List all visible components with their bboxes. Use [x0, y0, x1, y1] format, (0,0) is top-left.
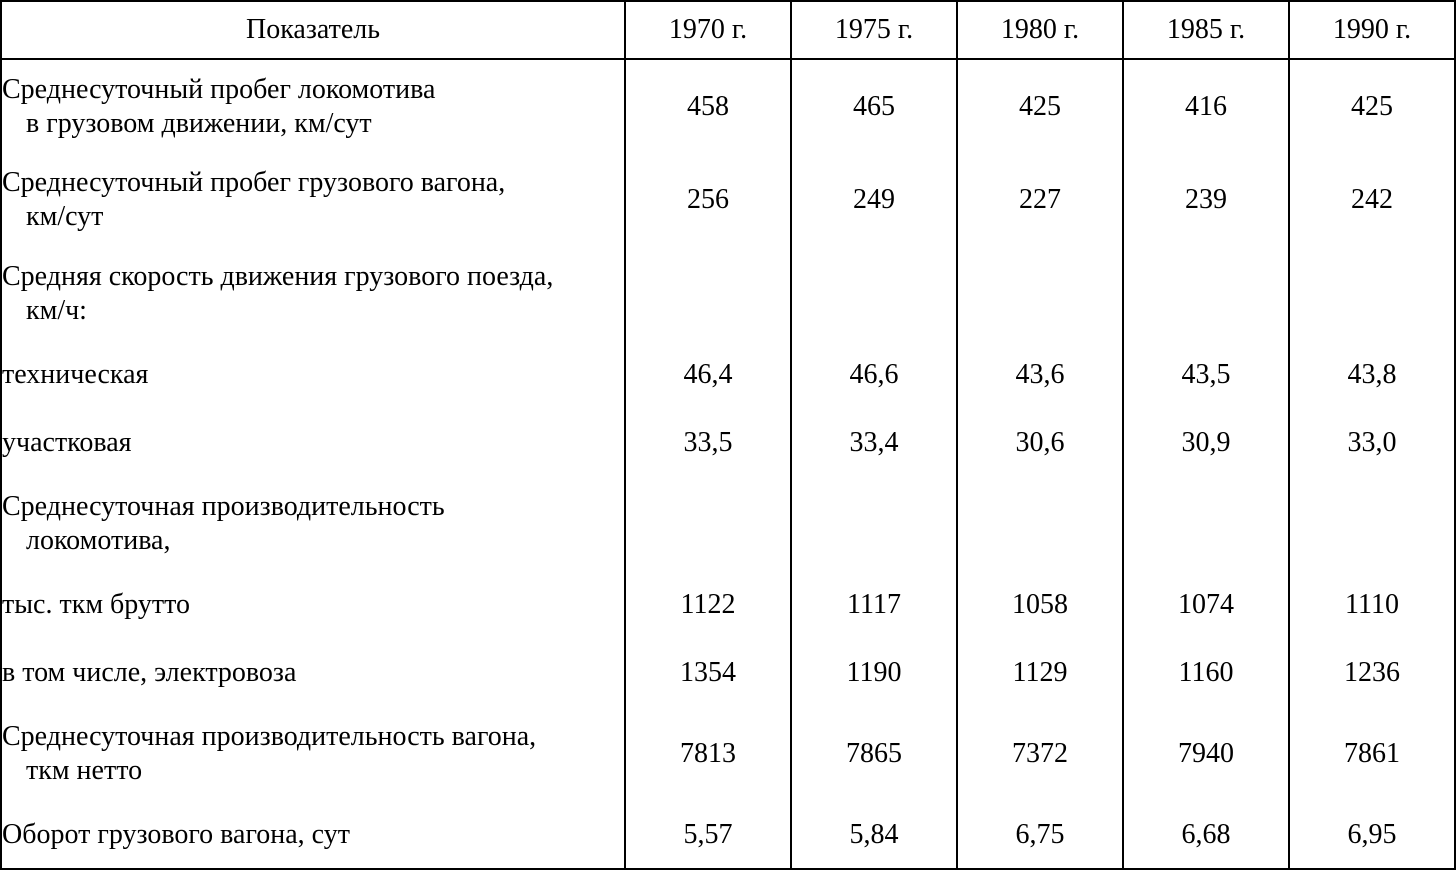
cell: 7372	[957, 707, 1123, 801]
cell: 425	[957, 59, 1123, 153]
table-row: Среднесуточная производительность вагона…	[1, 707, 1455, 801]
table-row: техническая 46,4 46,6 43,6 43,5 43,8	[1, 341, 1455, 409]
cell: 30,9	[1123, 409, 1289, 477]
cell: 1354	[625, 639, 791, 707]
table-row: Среднесуточный пробег грузового вагона, …	[1, 153, 1455, 247]
cell: 1117	[791, 571, 957, 639]
cell	[1289, 477, 1455, 571]
row-label-line1: Среднесуточный пробег грузового вагона,	[2, 167, 505, 198]
row-label-line2: км/сут	[2, 200, 624, 234]
row-label: Оборот грузового вагона, сут	[1, 801, 625, 869]
row-label-line1: Среднесуточная производительность вагона…	[2, 721, 536, 752]
cell: 33,4	[791, 409, 957, 477]
row-label-line1: Средняя скорость движения грузового поез…	[2, 261, 553, 292]
cell	[791, 247, 957, 341]
col-header-1985: 1985 г.	[1123, 1, 1289, 59]
cell	[1289, 247, 1455, 341]
row-label: тыс. ткм брутто	[1, 571, 625, 639]
row-label: Среднесуточная производительность вагона…	[1, 707, 625, 801]
table-header-row: Показатель 1970 г. 1975 г. 1980 г. 1985 …	[1, 1, 1455, 59]
cell: 33,5	[625, 409, 791, 477]
cell: 5,57	[625, 801, 791, 869]
table-row: Среднесуточный пробег локомотива в грузо…	[1, 59, 1455, 153]
row-label-line2: км/ч:	[2, 294, 624, 328]
table-body: Среднесуточный пробег локомотива в грузо…	[1, 59, 1455, 869]
cell: 33,0	[1289, 409, 1455, 477]
cell: 242	[1289, 153, 1455, 247]
cell: 425	[1289, 59, 1455, 153]
cell: 1129	[957, 639, 1123, 707]
row-label-line1: Среднесуточная производительность	[2, 491, 445, 522]
row-label: Среднесуточный пробег локомотива в грузо…	[1, 59, 625, 153]
cell: 1122	[625, 571, 791, 639]
row-label: Среднесуточная производительность локомо…	[1, 477, 625, 571]
row-label-line1: Среднесуточный пробег локомотива	[2, 74, 435, 105]
cell: 239	[1123, 153, 1289, 247]
cell: 458	[625, 59, 791, 153]
cell: 7861	[1289, 707, 1455, 801]
col-header-1990: 1990 г.	[1289, 1, 1455, 59]
col-header-label: Показатель	[1, 1, 625, 59]
cell: 256	[625, 153, 791, 247]
cell: 5,84	[791, 801, 957, 869]
row-label-line2: локомотива,	[2, 524, 624, 558]
table-row: Среднесуточная производительность локомо…	[1, 477, 1455, 571]
cell: 1160	[1123, 639, 1289, 707]
cell: 7865	[791, 707, 957, 801]
row-label: Среднесуточный пробег грузового вагона, …	[1, 153, 625, 247]
cell: 1110	[1289, 571, 1455, 639]
row-label: участковая	[1, 409, 625, 477]
cell: 227	[957, 153, 1123, 247]
col-header-1980: 1980 г.	[957, 1, 1123, 59]
table-row: Оборот грузового вагона, сут 5,57 5,84 6…	[1, 801, 1455, 869]
cell: 46,6	[791, 341, 957, 409]
cell	[957, 247, 1123, 341]
col-header-1970: 1970 г.	[625, 1, 791, 59]
cell: 7940	[1123, 707, 1289, 801]
cell: 6,68	[1123, 801, 1289, 869]
cell: 1190	[791, 639, 957, 707]
table-row: участковая 33,5 33,4 30,6 30,9 33,0	[1, 409, 1455, 477]
page: Показатель 1970 г. 1975 г. 1980 г. 1985 …	[0, 0, 1456, 822]
cell: 6,95	[1289, 801, 1455, 869]
indicators-table: Показатель 1970 г. 1975 г. 1980 г. 1985 …	[0, 0, 1456, 870]
cell: 416	[1123, 59, 1289, 153]
col-header-1975: 1975 г.	[791, 1, 957, 59]
row-label: Средняя скорость движения грузового поез…	[1, 247, 625, 341]
cell	[625, 477, 791, 571]
cell	[791, 477, 957, 571]
row-label-line2: ткм нетто	[2, 754, 624, 788]
cell	[1123, 247, 1289, 341]
row-label: техническая	[1, 341, 625, 409]
cell: 46,4	[625, 341, 791, 409]
cell: 43,6	[957, 341, 1123, 409]
cell: 1236	[1289, 639, 1455, 707]
cell	[1123, 477, 1289, 571]
cell: 465	[791, 59, 957, 153]
cell	[957, 477, 1123, 571]
cell: 6,75	[957, 801, 1123, 869]
table-row: Средняя скорость движения грузового поез…	[1, 247, 1455, 341]
cell: 43,5	[1123, 341, 1289, 409]
cell: 249	[791, 153, 957, 247]
table-row: в том числе, электровоза 1354 1190 1129 …	[1, 639, 1455, 707]
row-label: в том числе, электровоза	[1, 639, 625, 707]
cell: 30,6	[957, 409, 1123, 477]
row-label-line2: в грузовом движении, км/сут	[2, 107, 624, 141]
cell: 1058	[957, 571, 1123, 639]
cell	[625, 247, 791, 341]
cell: 43,8	[1289, 341, 1455, 409]
cell: 1074	[1123, 571, 1289, 639]
cell: 7813	[625, 707, 791, 801]
table-row: тыс. ткм брутто 1122 1117 1058 1074 1110	[1, 571, 1455, 639]
